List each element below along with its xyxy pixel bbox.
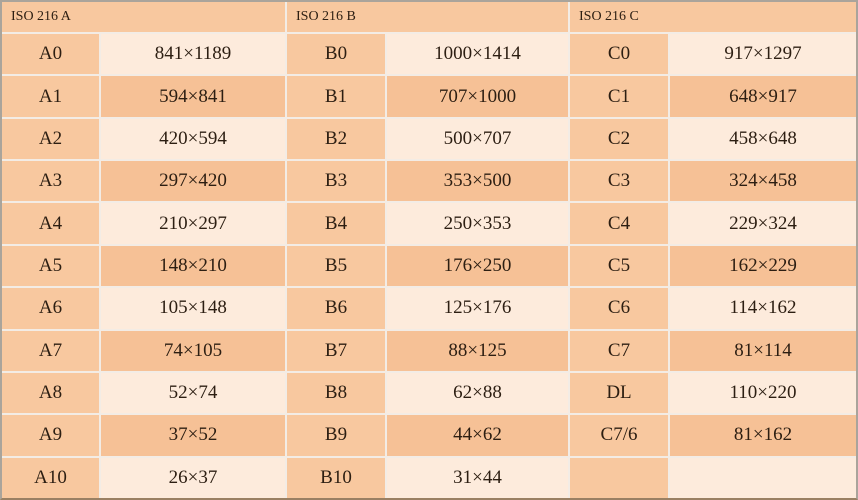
size-dimensions-cell: 110×220: [670, 372, 856, 414]
size-name-cell: C2: [570, 118, 668, 160]
size-name-cell: A4: [2, 203, 99, 244]
group-header-b: ISO 216 B: [287, 2, 568, 32]
size-name-cell: A8: [2, 372, 99, 414]
size-dimensions-cell: 707×1000: [387, 76, 568, 117]
size-name-cell: C3: [570, 161, 668, 202]
size-dimensions-cell: 648×917: [670, 76, 856, 117]
size-name-cell: A7: [2, 330, 99, 371]
group-header-a: ISO 216 A: [2, 2, 285, 32]
size-name-cell: A0: [2, 34, 99, 75]
size-dimensions-cell: 105×148: [101, 288, 285, 329]
size-dimensions-cell: 81×162: [670, 415, 856, 456]
size-name-cell: A5: [2, 245, 99, 287]
size-name-cell: A2: [2, 118, 99, 160]
size-dimensions-cell: 52×74: [101, 372, 285, 414]
size-name-cell: A9: [2, 415, 99, 456]
size-dimensions-cell: 162×229: [670, 245, 856, 287]
size-dimensions-cell: 500×707: [387, 118, 568, 160]
size-dimensions-cell: 74×105: [101, 330, 285, 371]
size-name-cell: DL: [570, 372, 668, 414]
size-name-cell: C7/6: [570, 415, 668, 456]
size-name-cell: A10: [2, 457, 99, 498]
size-dimensions-cell: 88×125: [387, 330, 568, 371]
size-dimensions-cell: 917×1297: [670, 34, 856, 75]
size-name-cell: C7: [570, 330, 668, 371]
size-dimensions-cell: 148×210: [101, 245, 285, 287]
size-dimensions-cell: 297×420: [101, 161, 285, 202]
size-dimensions-cell: 229×324: [670, 203, 856, 244]
size-name-cell: B1: [287, 76, 385, 117]
size-name-cell: A6: [2, 288, 99, 329]
size-dimensions-cell: 31×44: [387, 457, 568, 498]
size-name-cell: B0: [287, 34, 385, 75]
size-dimensions-cell: 1000×1414: [387, 34, 568, 75]
size-name-cell: C6: [570, 288, 668, 329]
size-dimensions-cell: 841×1189: [101, 34, 285, 75]
size-name-cell: C5: [570, 245, 668, 287]
size-name-cell: B3: [287, 161, 385, 202]
size-dimensions-cell: 44×62: [387, 415, 568, 456]
size-name-cell: C4: [570, 203, 668, 244]
size-name-cell: B4: [287, 203, 385, 244]
size-dimensions-cell: [670, 457, 856, 498]
size-dimensions-cell: 125×176: [387, 288, 568, 329]
size-dimensions-cell: 458×648: [670, 118, 856, 160]
size-dimensions-cell: 594×841: [101, 76, 285, 117]
size-name-cell: B5: [287, 245, 385, 287]
size-dimensions-cell: 81×114: [670, 330, 856, 371]
size-dimensions-cell: 353×500: [387, 161, 568, 202]
size-name-cell: B8: [287, 372, 385, 414]
size-dimensions-cell: 250×353: [387, 203, 568, 244]
size-dimensions-cell: 210×297: [101, 203, 285, 244]
size-name-cell: B7: [287, 330, 385, 371]
size-name-cell: B10: [287, 457, 385, 498]
group-header-c: ISO 216 C: [570, 2, 856, 32]
size-name-cell: C0: [570, 34, 668, 75]
size-dimensions-cell: 26×37: [101, 457, 285, 498]
size-name-cell: C1: [570, 76, 668, 117]
size-dimensions-cell: 420×594: [101, 118, 285, 160]
size-dimensions-cell: 176×250: [387, 245, 568, 287]
size-name-cell: B9: [287, 415, 385, 456]
size-dimensions-cell: 37×52: [101, 415, 285, 456]
size-dimensions-cell: 114×162: [670, 288, 856, 329]
size-dimensions-cell: 62×88: [387, 372, 568, 414]
size-name-cell: [570, 457, 668, 498]
size-dimensions-cell: 324×458: [670, 161, 856, 202]
size-name-cell: A1: [2, 76, 99, 117]
size-name-cell: B6: [287, 288, 385, 329]
size-name-cell: A3: [2, 161, 99, 202]
size-name-cell: B2: [287, 118, 385, 160]
